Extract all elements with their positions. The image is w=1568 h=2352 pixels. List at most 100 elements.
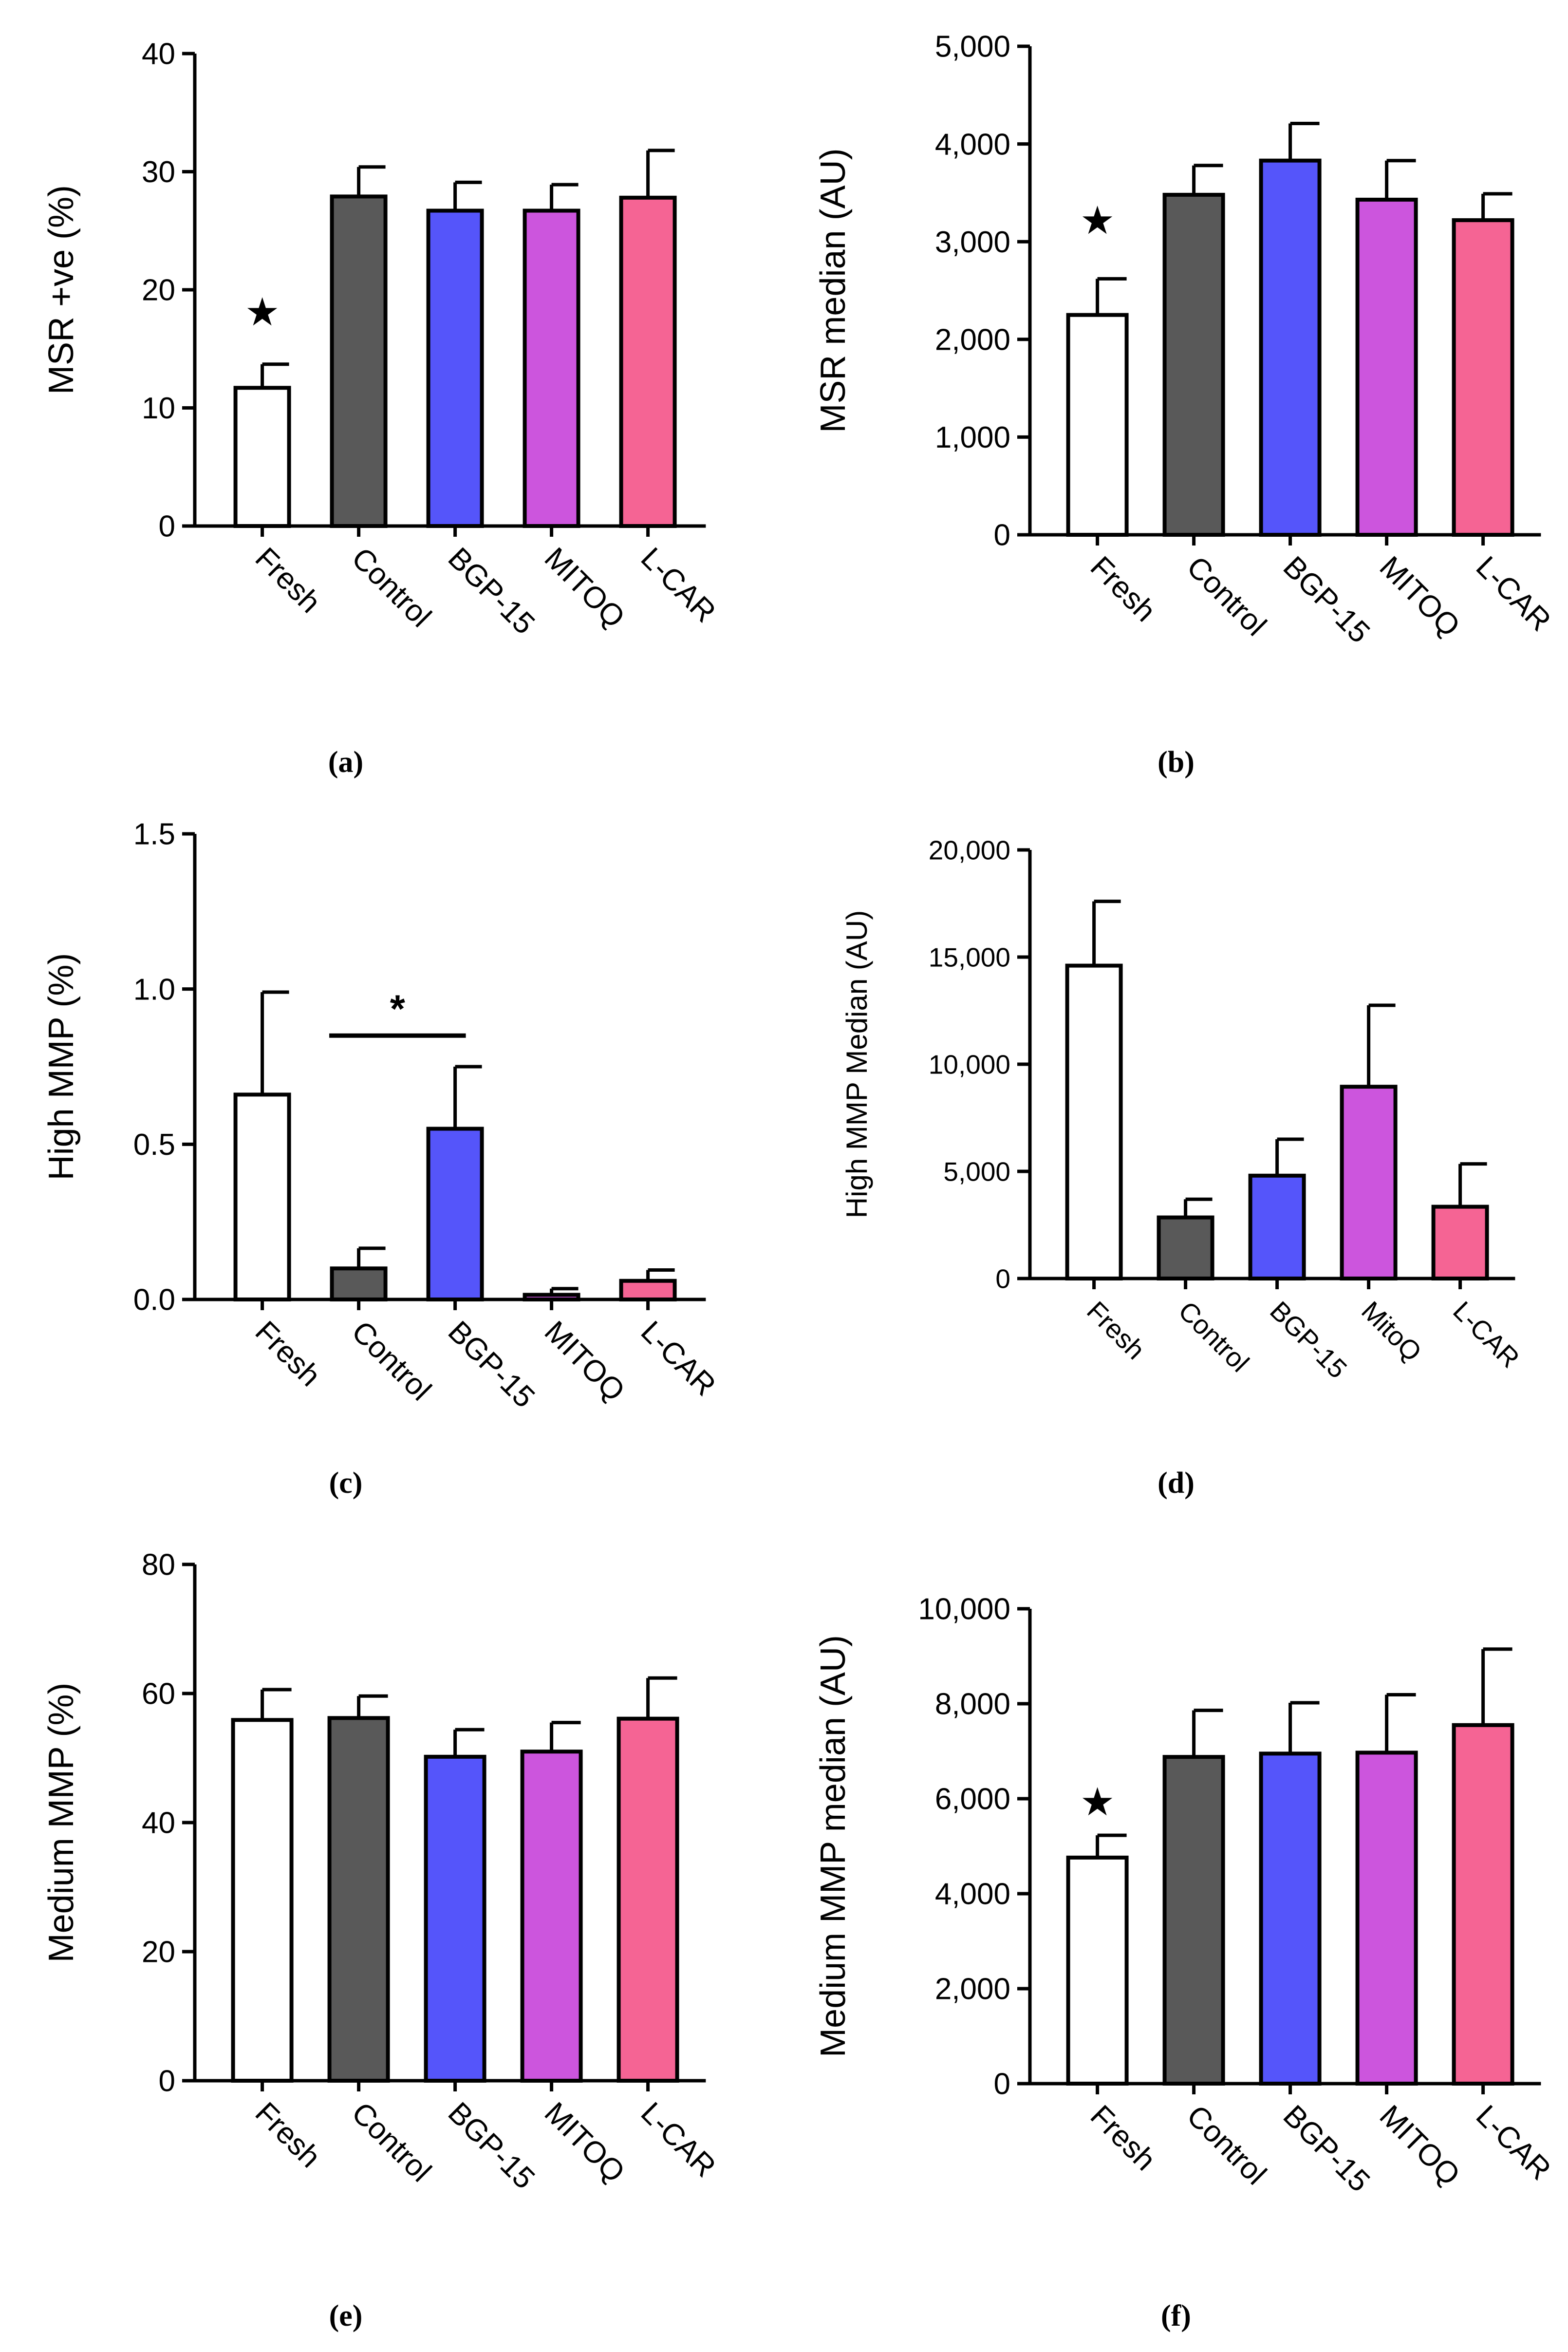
x-tick-label-bgp-15: BGP-15 xyxy=(442,2096,541,2196)
y-tick-label: 10,000 xyxy=(929,1049,1010,1079)
bar-fresh xyxy=(1066,313,1129,537)
y-axis-label: Medium MMP (%) xyxy=(42,1683,81,1963)
x-tick-label-fresh: Fresh xyxy=(1081,1296,1151,1365)
bar-control xyxy=(330,1266,388,1301)
bar-l-car xyxy=(619,195,677,528)
y-tick-label: 20 xyxy=(142,274,175,307)
x-tick-label-control: Control xyxy=(1180,550,1273,642)
panel-caption: (c) xyxy=(329,1467,363,1500)
y-tick-label: 4,000 xyxy=(935,1878,1010,1911)
y-tick-label: 0.0 xyxy=(133,1283,175,1317)
y-axis-label: High MMP Median (AU) xyxy=(840,910,873,1218)
y-axis-label: High MMP (%) xyxy=(42,953,81,1181)
significance-marker: * xyxy=(390,987,406,1030)
x-tick-label-l-car: L-CAR xyxy=(635,1315,722,1402)
panel-d: Fresh Control BGP-15 MitoQ L-CAR 0 5,000 10,000… xyxy=(840,835,1526,1500)
panel-caption: (b) xyxy=(1157,746,1195,779)
x-tick-label-control: Control xyxy=(345,1315,438,1407)
panel-caption: (f) xyxy=(1161,2299,1191,2333)
bar-l-car xyxy=(616,1716,679,2083)
x-tick-label-fresh: Fresh xyxy=(249,541,327,620)
bar-l-car xyxy=(1431,1204,1489,1281)
y-axis-label: MSR +ve (%) xyxy=(42,185,81,395)
y-tick-label: 0 xyxy=(159,2065,175,2098)
bar-control xyxy=(330,194,388,528)
bar-mitoq xyxy=(1340,1085,1398,1280)
y-tick-label: 1.0 xyxy=(133,973,175,1006)
bar-bgp-15 xyxy=(426,1127,484,1301)
y-tick-label: 4,000 xyxy=(935,128,1010,161)
x-tick-label-control: Control xyxy=(1173,1296,1255,1378)
bar-mitoq xyxy=(1355,197,1418,537)
y-tick-label: 20 xyxy=(142,1936,175,1969)
y-tick-label: 3,000 xyxy=(935,226,1010,259)
y-tick-label: 40 xyxy=(142,1806,175,1840)
x-tick-label-l-car: L-CAR xyxy=(635,2096,722,2183)
y-tick-label: 60 xyxy=(142,1677,175,1711)
x-tick-label-mitoq: MITOQ xyxy=(538,1315,632,1408)
bar-fresh xyxy=(1065,963,1123,1280)
y-tick-label: 1.5 xyxy=(133,818,175,851)
y-tick-label: 10 xyxy=(142,392,175,425)
x-tick-label-fresh: Fresh xyxy=(249,1315,327,1393)
x-tick-label-mitoq: MITOQ xyxy=(1373,550,1467,643)
x-tick-label-fresh: Fresh xyxy=(249,2096,327,2174)
bar-mitoq xyxy=(523,208,580,528)
x-tick-label-control: Control xyxy=(1180,2099,1273,2191)
bar-control xyxy=(1162,192,1225,537)
x-tick-label-l-car: L-CAR xyxy=(1470,550,1557,638)
x-tick-label-bgp-15: BGP-15 xyxy=(1264,1296,1353,1384)
y-tick-label: 0.5 xyxy=(133,1128,175,1162)
x-tick-label-bgp-15: BGP-15 xyxy=(1277,2099,1377,2199)
y-tick-label: 0 xyxy=(994,519,1010,552)
y-tick-label: 0 xyxy=(159,510,175,544)
bar-control xyxy=(1162,1755,1225,2086)
bar-bgp-15 xyxy=(424,1754,486,2083)
bar-fresh xyxy=(233,1092,291,1302)
bar-fresh xyxy=(233,386,291,528)
x-tick-label-mitoq: MITOQ xyxy=(538,2096,632,2189)
x-tick-label-control: Control xyxy=(345,541,438,634)
bar-l-car xyxy=(1452,1723,1514,2086)
bar-l-car xyxy=(1452,218,1514,537)
bar-mitoq xyxy=(520,1750,583,2083)
y-tick-label: 80 xyxy=(142,1548,175,1582)
bar-mitoq xyxy=(1355,1750,1418,2086)
x-tick-label-fresh: Fresh xyxy=(1084,2099,1162,2177)
x-tick-label-bgp-15: BGP-15 xyxy=(442,1315,541,1414)
bar-bgp-15 xyxy=(1259,1751,1322,2086)
y-axis-label: MSR median (AU) xyxy=(814,148,853,433)
x-tick-label-l-car: L-CAR xyxy=(1447,1296,1526,1374)
y-axis-label: Medium MMP median (AU) xyxy=(814,1635,853,2057)
x-tick-label-l-car: L-CAR xyxy=(1470,2099,1557,2186)
bar-fresh xyxy=(1066,1855,1129,2086)
bar-control xyxy=(1157,1215,1214,1281)
y-tick-label: 5,000 xyxy=(943,1156,1010,1186)
x-tick-label-l-car: L-CAR xyxy=(635,541,722,629)
x-tick-label-bgp-15: BGP-15 xyxy=(442,541,541,641)
panel-caption: (d) xyxy=(1157,1467,1195,1500)
y-tick-label: 6,000 xyxy=(935,1783,1010,1816)
bar-bgp-15 xyxy=(426,208,484,528)
y-tick-label: 10,000 xyxy=(918,1593,1010,1626)
y-tick-label: 40 xyxy=(142,38,175,71)
x-tick-label-mitoq: MITOQ xyxy=(1373,2099,1467,2192)
y-tick-label: 2,000 xyxy=(935,1973,1010,2006)
bar-l-car xyxy=(619,1279,677,1302)
y-tick-label: 0 xyxy=(994,2068,1010,2101)
x-tick-label-mitoq: MITOQ xyxy=(538,541,632,635)
y-tick-label: 20,000 xyxy=(929,835,1010,865)
bar-control xyxy=(327,1716,390,2083)
x-tick-label-bgp-15: BGP-15 xyxy=(1277,550,1377,650)
x-tick-label-mitoq: MitoQ xyxy=(1356,1296,1428,1368)
bar-bgp-15 xyxy=(1248,1173,1306,1281)
y-tick-label: 0 xyxy=(995,1263,1010,1294)
panel-caption: (e) xyxy=(329,2299,363,2333)
